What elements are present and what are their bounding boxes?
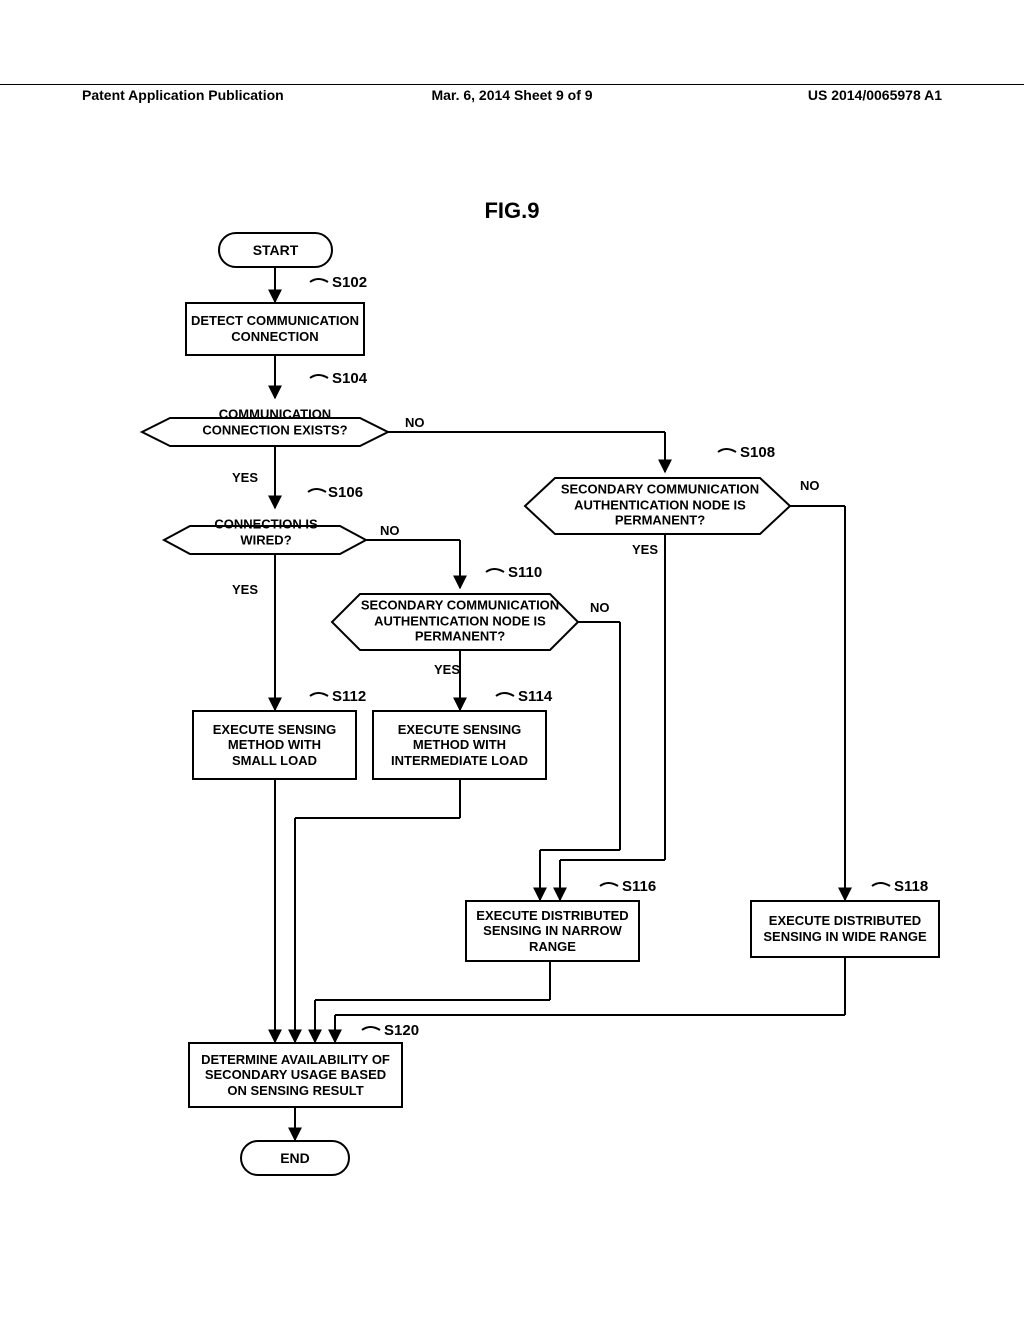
s118-process: EXECUTE DISTRIBUTED SENSING IN WIDE RANG… (750, 900, 940, 958)
s110-text: SECONDARY COMMUNICATION AUTHENTICATION N… (361, 598, 559, 644)
s106-decision: CONNECTION IS WIRED? (172, 510, 360, 554)
start-label: START (253, 242, 299, 258)
s108-text: SECONDARY COMMUNICATION AUTHENTICATION N… (561, 482, 759, 528)
s108-yes: YES (632, 542, 658, 557)
header-right: US 2014/0065978 A1 (655, 87, 942, 103)
page-header: Patent Application Publication Mar. 6, 2… (0, 84, 1024, 103)
s116-process: EXECUTE DISTRIBUTED SENSING IN NARROW RA… (465, 900, 640, 962)
end-node: END (240, 1140, 350, 1176)
s114-process: EXECUTE SENSING METHOD WITH INTERMEDIATE… (372, 710, 547, 780)
s110-step: S110 (508, 564, 542, 581)
s108-step: S108 (740, 444, 775, 461)
s112-text: EXECUTE SENSING METHOD WITH SMALL LOAD (213, 722, 337, 769)
s120-step: S120 (384, 1022, 419, 1039)
s114-step: S114 (518, 688, 552, 705)
s102-process: DETECT COMMUNICATION CONNECTION (185, 302, 365, 356)
s106-yes: YES (232, 582, 258, 597)
s112-step: S112 (332, 688, 366, 705)
s110-no: NO (590, 600, 610, 615)
s116-text: EXECUTE DISTRIBUTED SENSING IN NARROW RA… (476, 908, 628, 955)
header-left: Patent Application Publication (82, 87, 369, 103)
header-mid: Mar. 6, 2014 Sheet 9 of 9 (369, 87, 656, 103)
s104-decision: COMMUNICATION CONNECTION EXISTS? (155, 400, 395, 444)
start-node: START (218, 232, 333, 268)
s102-text: DETECT COMMUNICATION CONNECTION (191, 313, 359, 344)
s106-step: S106 (328, 484, 363, 501)
s106-no: NO (380, 523, 400, 538)
s118-step: S118 (894, 878, 928, 895)
end-label: END (280, 1150, 310, 1166)
s102-step: S102 (332, 274, 367, 291)
s114-text: EXECUTE SENSING METHOD WITH INTERMEDIATE… (391, 722, 528, 769)
s112-process: EXECUTE SENSING METHOD WITH SMALL LOAD (192, 710, 357, 780)
s110-decision: SECONDARY COMMUNICATION AUTHENTICATION N… (340, 586, 580, 656)
s120-process: DETERMINE AVAILABILITY OF SECONDARY USAG… (188, 1042, 403, 1108)
s104-step: S104 (332, 370, 367, 387)
s108-decision: SECONDARY COMMUNICATION AUTHENTICATION N… (535, 470, 785, 540)
s108-no: NO (800, 478, 820, 493)
s110-yes: YES (434, 662, 460, 677)
s116-step: S116 (622, 878, 656, 895)
s104-no: NO (405, 415, 425, 430)
s118-text: EXECUTE DISTRIBUTED SENSING IN WIDE RANG… (763, 913, 926, 944)
s104-text: COMMUNICATION CONNECTION EXISTS? (202, 406, 347, 437)
s106-text: CONNECTION IS WIRED? (214, 516, 317, 547)
s120-text: DETERMINE AVAILABILITY OF SECONDARY USAG… (201, 1052, 390, 1099)
s104-yes: YES (232, 470, 258, 485)
